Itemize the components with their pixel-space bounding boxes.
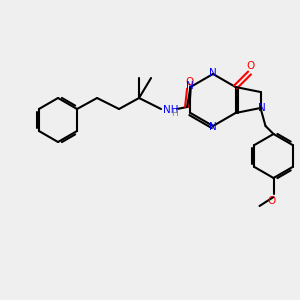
Text: N: N — [209, 68, 217, 78]
Text: N: N — [186, 81, 194, 91]
Text: N: N — [258, 103, 266, 113]
Text: N: N — [209, 122, 217, 132]
Text: NH: NH — [163, 105, 178, 115]
Text: O: O — [185, 77, 193, 87]
Text: O: O — [246, 61, 255, 71]
Text: O: O — [267, 196, 276, 206]
Text: H: H — [171, 109, 178, 118]
